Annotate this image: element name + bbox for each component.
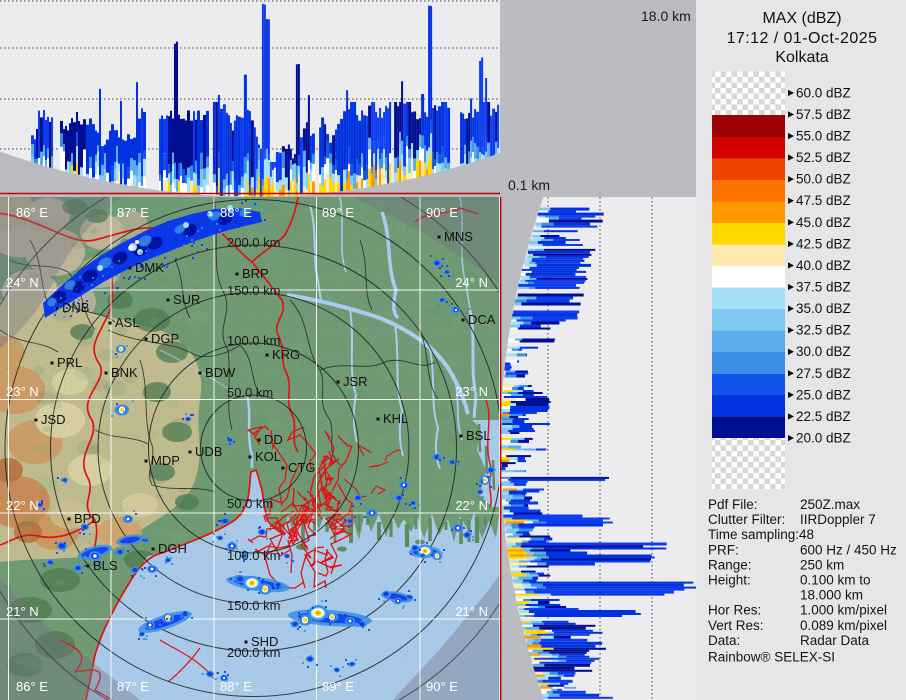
svg-text:MNS: MNS (444, 229, 473, 244)
svg-text:BRP: BRP (242, 266, 269, 281)
svg-text:42.5 dBZ: 42.5 dBZ (796, 236, 851, 251)
svg-text:90° E: 90° E (426, 679, 458, 694)
svg-text:Rainbow® SELEX-SI: Rainbow® SELEX-SI (708, 650, 835, 665)
svg-text:0.1 km: 0.1 km (508, 177, 550, 193)
svg-text:20.0 dBZ: 20.0 dBZ (796, 431, 851, 446)
svg-text:IIRDoppler 7: IIRDoppler 7 (800, 512, 876, 527)
svg-text:BSL: BSL (466, 428, 491, 443)
svg-text:DGH: DGH (158, 541, 187, 556)
svg-text:BPD: BPD (74, 511, 101, 526)
svg-text:KRG: KRG (272, 347, 300, 362)
svg-text:PRL: PRL (57, 355, 82, 370)
svg-text:89° E: 89° E (322, 679, 354, 694)
svg-text:150.0 km: 150.0 km (227, 283, 280, 298)
svg-text:PRF:: PRF: (708, 542, 739, 557)
svg-text:25.0 dBZ: 25.0 dBZ (796, 387, 851, 402)
svg-text:87° E: 87° E (117, 679, 149, 694)
svg-text:37.5 dBZ: 37.5 dBZ (796, 280, 851, 295)
svg-text:90° E: 90° E (426, 205, 458, 220)
svg-text:1.000 km/pixel: 1.000 km/pixel (800, 603, 887, 618)
svg-text:21° N: 21° N (455, 604, 488, 619)
svg-text:22.5 dBZ: 22.5 dBZ (796, 409, 851, 424)
svg-text:Kolkata: Kolkata (775, 49, 828, 66)
svg-text:17:12 / 01-Oct-2025: 17:12 / 01-Oct-2025 (727, 30, 878, 47)
svg-text:DMK: DMK (135, 260, 164, 275)
svg-text:22° N: 22° N (6, 498, 39, 513)
svg-text:KOL: KOL (255, 449, 281, 464)
svg-text:150.0 km: 150.0 km (227, 598, 280, 613)
svg-text:JSR: JSR (343, 374, 368, 389)
svg-text:KHL: KHL (383, 411, 408, 426)
svg-text:87° E: 87° E (117, 205, 149, 220)
svg-text:250 km: 250 km (800, 557, 844, 572)
svg-text:BDW: BDW (205, 365, 236, 380)
svg-text:27.5 dBZ: 27.5 dBZ (796, 366, 851, 381)
svg-text:JSD: JSD (41, 412, 66, 427)
svg-text:18.000 km: 18.000 km (800, 588, 863, 603)
svg-text:SHD: SHD (251, 634, 278, 649)
svg-text:86° E: 86° E (16, 679, 48, 694)
svg-text:DGP: DGP (151, 331, 179, 346)
svg-text:Hor Res:: Hor Res: (708, 603, 761, 618)
svg-text:BLS: BLS (93, 558, 118, 573)
svg-text:Radar Data: Radar Data (800, 633, 870, 648)
svg-text:55.0 dBZ: 55.0 dBZ (796, 129, 851, 144)
svg-text:DD: DD (264, 432, 283, 447)
svg-text:200.0 km: 200.0 km (227, 645, 280, 660)
svg-text:35.0 dBZ: 35.0 dBZ (796, 301, 851, 316)
svg-text:86° E: 86° E (16, 205, 48, 220)
svg-text:40.0 dBZ: 40.0 dBZ (796, 258, 851, 273)
svg-text:60.0 dBZ: 60.0 dBZ (796, 85, 851, 100)
svg-text:Pdf File:: Pdf File: (708, 497, 758, 512)
svg-text:30.0 dBZ: 30.0 dBZ (796, 344, 851, 359)
svg-text:DNB: DNB (62, 300, 89, 315)
svg-text:Height:: Height: (708, 573, 751, 588)
svg-text:ASL: ASL (115, 315, 140, 330)
svg-text:52.5 dBZ: 52.5 dBZ (796, 150, 851, 165)
svg-text:23° N: 23° N (455, 384, 488, 399)
svg-text:50.0 km: 50.0 km (227, 385, 273, 400)
svg-text:18.0 km: 18.0 km (641, 8, 691, 24)
svg-text:MDP: MDP (151, 453, 180, 468)
svg-text:89° E: 89° E (322, 205, 354, 220)
svg-text:88° E: 88° E (220, 205, 252, 220)
svg-text:50.0 dBZ: 50.0 dBZ (796, 172, 851, 187)
svg-text:100.0 km: 100.0 km (227, 333, 280, 348)
svg-text:50.0 km: 50.0 km (227, 496, 273, 511)
svg-text:Data:: Data: (708, 633, 740, 648)
svg-text:21° N: 21° N (6, 604, 39, 619)
svg-text:0.100 km to: 0.100 km to (800, 573, 871, 588)
svg-text:Vert Res:: Vert Res: (708, 618, 764, 633)
svg-text:24° N: 24° N (455, 275, 488, 290)
svg-text:23° N: 23° N (6, 384, 39, 399)
svg-text:0.089 km/pixel: 0.089 km/pixel (800, 618, 887, 633)
svg-text:47.5 dBZ: 47.5 dBZ (796, 193, 851, 208)
svg-text:CTG: CTG (288, 460, 315, 475)
svg-text:57.5 dBZ: 57.5 dBZ (796, 107, 851, 122)
svg-text:100.0 km: 100.0 km (227, 548, 280, 563)
svg-text:Clutter Filter:: Clutter Filter: (708, 512, 785, 527)
svg-text:32.5 dBZ: 32.5 dBZ (796, 323, 851, 338)
svg-text:Time sampling:48: Time sampling:48 (708, 527, 814, 542)
svg-text:UDB: UDB (195, 444, 222, 459)
svg-text:250Z.max: 250Z.max (800, 497, 860, 512)
svg-text:45.0 dBZ: 45.0 dBZ (796, 215, 851, 230)
svg-text:DCA: DCA (468, 312, 496, 327)
svg-text:SUR: SUR (173, 292, 200, 307)
svg-text:600 Hz / 450 Hz: 600 Hz / 450 Hz (800, 542, 897, 557)
svg-text:88° E: 88° E (220, 679, 252, 694)
svg-text:200.0 km: 200.0 km (227, 235, 280, 250)
svg-text:MAX (dBZ): MAX (dBZ) (762, 10, 841, 27)
svg-text:22° N: 22° N (455, 498, 488, 513)
svg-text:BNK: BNK (111, 365, 138, 380)
svg-text:Range:: Range: (708, 557, 752, 572)
svg-text:24° N: 24° N (6, 275, 39, 290)
